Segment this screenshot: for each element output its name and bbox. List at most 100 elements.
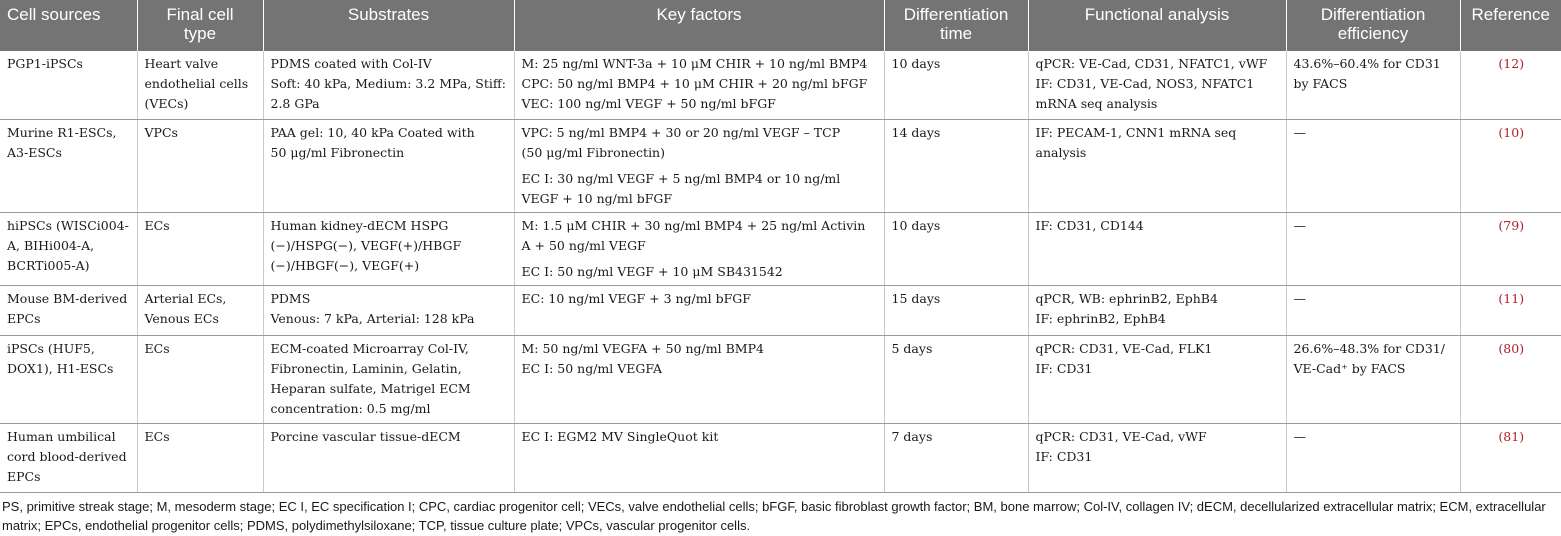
reference-link[interactable]: (12) [1498,56,1525,71]
cell-text-line: endothelial cells [144,76,249,91]
key-factors-cell: EC I: EGM2 MV SingleQuot kit [513,423,884,493]
cell-source-cell: Mouse BM-derived EPCs [0,285,137,336]
cell-text-line: — [1293,429,1307,444]
cell-text-line: M: 50 ng/ml VEGFA + 50 ng/ml BMP4 [521,341,764,356]
functional-analysis-cell: qPCR: CD31, VE-Cad, vWF IF: CD31 [1027,423,1286,493]
cell-text-line: Fibronectin, Laminin, Gelatin, [270,361,462,376]
reference-cell: (79) [1459,212,1561,286]
cell-text-line: IF: CD31 [1035,361,1093,376]
substrates-cell: PDMS Venous: 7 kPa, Arterial: 128 kPa [262,285,514,336]
cell-text-line: ECs [144,341,170,356]
differentiation-efficiency-cell: — [1285,285,1460,336]
reference-link[interactable]: (10) [1498,125,1525,140]
differentiation-efficiency-cell: — [1285,119,1460,213]
cell-text-line: A + 50 ng/ml VEGF [521,238,646,253]
differentiation-efficiency-cell: 26.6%–48.3% for CD31/VE-Cad⁺ by FACS [1285,335,1460,424]
cell-text-line: hiPSCs (WISCi004- [7,218,129,233]
cell-text-line: by FACS [1293,76,1348,91]
differentiation-efficiency-cell: — [1285,212,1460,286]
cell-text-line: qPCR, WB: ephrinB2, EphB4 [1035,291,1218,306]
cell-source-cell: Murine R1-ESCs, A3-ESCs [0,119,137,213]
header-cell-sources: Cell sources [0,0,137,51]
cell-text-line: 43.6%–60.4% for CD31 [1293,56,1441,71]
cell-text-line: IF: ephrinB2, EphB4 [1035,311,1166,326]
cell-text-line: (−)/HSPG(−), VEGF(+)/HBGF [270,238,462,253]
cell-text-line: Heart valve [144,56,219,71]
key-factors-cell: VPC: 5 ng/ml BMP4 + 30 or 20 ng/ml VEGF … [513,119,884,213]
cell-source-cell: PGP1-iPSCs [0,51,137,120]
cell-text-line: 2.8 GPa [270,96,320,111]
differentiation-time-cell: 10 days [883,212,1028,286]
final-cell-type-cell: Arterial ECs, Venous ECs [136,285,263,336]
data-table: Cell sources Final cell type Substrates K… [0,0,1561,493]
cell-text-line: EPCs [7,311,41,326]
cell-text-line: PDMS coated with Col-IV [270,56,432,71]
reference-link[interactable]: (80) [1498,341,1525,356]
cell-text-line: qPCR: VE-Cad, CD31, NFATC1, vWF [1035,56,1268,71]
table-row: Murine R1-ESCs, A3-ESCs VPCs PAA gel: 10, 4… [0,119,1561,213]
cell-text-line: (VECs) [144,96,189,111]
final-cell-type-cell: Heart valve endothelial cells (VECs) [136,51,263,120]
reference-link[interactable]: (79) [1498,218,1525,233]
cell-text-line: ECs [144,429,170,444]
cell-text-line: IF: CD31 [1035,449,1093,464]
cell-text-line: Venous ECs [144,311,219,326]
cell-text-line: (50 μg/ml Fibronectin) [521,145,666,160]
cell-text-line: EC I: EGM2 MV SingleQuot kit [521,429,719,444]
cell-text-line: — [1293,125,1307,140]
table-row: PGP1-iPSCs Heart valve endothelial cells (V… [0,51,1561,120]
table-footnote: PS, primitive streak stage; M, mesoderm … [2,499,1546,533]
cell-text-line: qPCR: CD31, VE-Cad, vWF [1035,429,1207,444]
cell-text-line: ECs [144,218,170,233]
functional-analysis-cell: IF: PECAM-1, CNN1 mRNA seq analysis [1027,119,1286,213]
cell-text-line: Human umbilical [7,429,116,444]
header-key-factors: Key factors [513,0,884,51]
final-cell-type-cell: ECs [136,212,263,286]
cell-text-line: VEC: 100 ng/ml VEGF + 50 ng/ml bFGF [521,96,776,111]
cell-text-line: — [1293,218,1307,233]
cell-text-line: VPCs [144,125,178,140]
reference-link[interactable]: (11) [1498,291,1525,306]
cell-text-line: BCRTi005-A) [7,258,90,273]
cell-text-line: M: 25 ng/ml WNT-3a + 10 μM CHIR + 10 ng/… [521,56,868,71]
cell-text-line: EPCs [7,469,41,484]
table-row: Mouse BM-derived EPCs Arterial ECs, Venous … [0,285,1561,336]
cell-text-line: VPC: 5 ng/ml BMP4 + 30 or 20 ng/ml VEGF … [521,125,841,140]
key-factors-cell: EC: 10 ng/ml VEGF + 3 ng/ml bFGF [513,285,884,336]
cell-text-line: Human kidney-dECM HSPG [270,218,449,233]
header-differentiation-efficiency: Differentiation efficiency [1285,0,1460,51]
cell-text-line: IF: CD31, CD144 [1035,218,1144,233]
cell-text-line: Porcine vascular tissue-dECM [270,429,461,444]
cell-text-line: VEGF + 10 ng/ml bFGF [521,191,673,206]
cell-text-line: PDMS [270,291,311,306]
cell-source-cell: Human umbilical cord blood-derived EPCs [0,423,137,493]
cell-text-line: IF: PECAM-1, CNN1 mRNA seq [1035,125,1237,140]
table-row: hiPSCs (WISCi004- A, BIHi004-A, BCRTi005-A… [0,212,1561,286]
reference-cell: (80) [1459,335,1561,424]
reference-cell: (11) [1459,285,1561,336]
reference-link[interactable]: (81) [1498,429,1525,444]
header-row: Cell sources Final cell type Substrates K… [0,0,1561,51]
cell-text-line: A, BIHi004-A, [7,238,95,253]
key-factors-cell: M: 50 ng/ml VEGFA + 50 ng/ml BMP4 EC I: 5… [513,335,884,424]
cell-text-line: EC: 10 ng/ml VEGF + 3 ng/ml bFGF [521,291,751,306]
differentiation-efficiency-cell: 43.6%–60.4% for CD31 by FACS [1285,51,1460,120]
differentiation-time-cell: 10 days [883,51,1028,120]
cell-text-line: M: 1.5 μM CHIR + 30 ng/ml BMP4 + 25 ng/m… [521,218,866,233]
cell-text-line: VE-Cad⁺ by FACS [1293,361,1406,376]
cell-text-line: cord blood-derived [7,449,127,464]
cell-text-line: PGP1-iPSCs [7,56,83,71]
cell-source-cell: iPSCs (HUF5, DOX1), H1-ESCs [0,335,137,424]
final-cell-type-cell: ECs [136,335,263,424]
differentiation-time-cell: 14 days [883,119,1028,213]
cell-text-line: PAA gel: 10, 40 kPa Coated with [270,125,475,140]
differentiation-time-cell: 7 days [883,423,1028,493]
cell-text-line: ECM-coated Microarray Col-IV, [270,341,469,356]
cell-text-line: Arterial ECs, [144,291,227,306]
key-factors-cell: M: 25 ng/ml WNT-3a + 10 μM CHIR + 10 ng/… [513,51,884,120]
cell-text-line: EC I: 50 ng/ml VEGFA [521,361,663,376]
functional-analysis-cell: qPCR, WB: ephrinB2, EphB4 IF: ephrinB2, E… [1027,285,1286,336]
cell-text-line: — [1293,291,1307,306]
final-cell-type-cell: ECs [136,423,263,493]
cell-text-line: (−)/HBGF(−), VEGF(+) [270,258,420,273]
